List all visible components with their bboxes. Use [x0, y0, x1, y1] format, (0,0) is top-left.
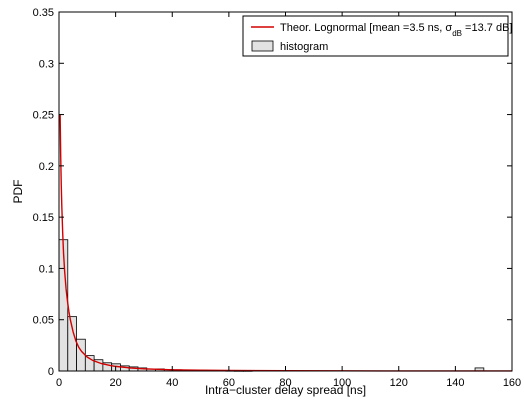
y-axis-ticks: 0 0.05 0.1 0.15 0.2 0.25 0.3 0.35 — [33, 7, 512, 378]
y-tick-label: 0.35 — [33, 7, 54, 19]
plot-background — [59, 12, 512, 371]
y-tick-label: 0.2 — [39, 161, 54, 173]
x-tick-label: 120 — [390, 377, 408, 389]
x-axis-ticks: 0 20 40 60 80 100 120 140 160 — [56, 12, 521, 389]
legend-box — [242, 15, 509, 57]
y-tick-label: 0.3 — [39, 58, 54, 70]
x-tick-label: 140 — [446, 377, 464, 389]
x-tick-label: 160 — [503, 377, 521, 389]
lognormal-curve — [59, 114, 513, 372]
y-tick-label: 0.05 — [33, 315, 54, 327]
y-tick-label: 0.1 — [39, 263, 54, 275]
y-axis-label: PDF — [11, 180, 25, 204]
x-axis-label: Intra−cluster delay spread [ns] — [205, 383, 366, 397]
y-tick-label: 0 — [48, 366, 54, 378]
x-tick-label: 100 — [333, 377, 351, 389]
legend-hist-label: histogram — [280, 41, 328, 53]
x-tick-label: 40 — [166, 377, 178, 389]
legend-line-label: Theor. Lognormal [mean =3.5 ns, σdB =13.… — [280, 22, 512, 38]
legend: Theor. Lognormal [mean =3.5 ns, σdB =13.… — [242, 15, 512, 57]
y-tick-label: 0.15 — [33, 212, 54, 224]
y-tick-label: 0.25 — [33, 110, 54, 122]
x-tick-label: 60 — [223, 377, 235, 389]
x-tick-label: 80 — [279, 377, 291, 389]
x-tick-label: 20 — [110, 377, 122, 389]
x-tick-label: 0 — [56, 377, 62, 389]
legend-hist-swatch — [251, 40, 274, 52]
